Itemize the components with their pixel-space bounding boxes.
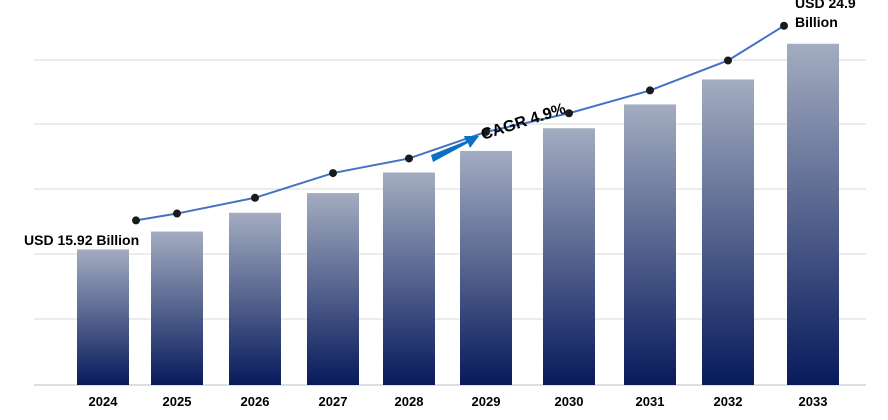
x-tick-label: 2028 bbox=[395, 394, 424, 409]
x-tick-label: 2026 bbox=[241, 394, 270, 409]
bar-2028 bbox=[383, 172, 435, 385]
x-tick-label: 2031 bbox=[636, 394, 665, 409]
trend-polyline bbox=[135, 24, 785, 222]
trend-line bbox=[132, 21, 788, 225]
bar-2031 bbox=[624, 104, 676, 385]
bars bbox=[77, 43, 839, 386]
bar-2024 bbox=[77, 249, 129, 385]
x-tick-label: 2024 bbox=[89, 394, 119, 409]
x-tick-label: 2029 bbox=[472, 394, 501, 409]
cagr-arrow-icon bbox=[431, 136, 479, 162]
bar-2027 bbox=[307, 193, 359, 385]
end-value-label-line1: USD 24.9 bbox=[795, 0, 856, 11]
bar-2032 bbox=[702, 79, 754, 385]
bar-2026 bbox=[229, 212, 281, 385]
x-axis-ticks: 2024 2025 2026 2027 2028 2029 2030 2031 2032 2033 bbox=[89, 394, 828, 409]
trend-point-2030 bbox=[565, 109, 573, 118]
start-value-label: USD 15.92 Billion bbox=[24, 232, 139, 248]
trend-point-2029 bbox=[482, 127, 490, 136]
x-tick-label: 2025 bbox=[163, 394, 192, 409]
bar-2030 bbox=[543, 128, 595, 386]
x-tick-label: 2027 bbox=[319, 394, 348, 409]
trend-point-2025 bbox=[173, 209, 181, 218]
bar-2033 bbox=[787, 43, 839, 385]
bar-2025 bbox=[151, 231, 203, 385]
x-tick-label: 2033 bbox=[799, 394, 828, 409]
trend-point-2024 bbox=[132, 216, 140, 225]
trend-point-2028 bbox=[405, 154, 413, 163]
bar-2029 bbox=[460, 150, 512, 385]
trend-point-2033 bbox=[780, 21, 788, 30]
trend-point-2032 bbox=[724, 56, 732, 65]
end-value-label-line2: Billion bbox=[795, 14, 838, 30]
x-tick-label: 2032 bbox=[714, 394, 743, 409]
trend-point-2031 bbox=[646, 86, 654, 95]
trend-point-2027 bbox=[329, 169, 337, 178]
trend-point-2026 bbox=[251, 193, 259, 202]
x-tick-label: 2030 bbox=[555, 394, 584, 409]
